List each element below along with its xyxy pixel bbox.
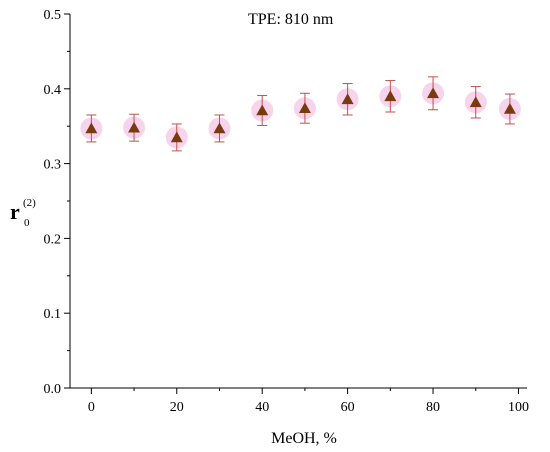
y-tick-label: 0.4 — [44, 83, 62, 98]
y-tick-label: 0.0 — [44, 382, 62, 397]
y-tick-label: 0.3 — [44, 158, 62, 173]
x-tick-label: 100 — [508, 400, 529, 415]
data-point — [80, 114, 103, 143]
data-point — [165, 123, 188, 152]
ticks: 0 20 40 60 80 100 0.0 0.1 0.2 0.3 0.4 0.5 — [44, 8, 529, 415]
y-axis-label-superscript: (2) — [23, 197, 36, 209]
data-point — [293, 92, 316, 124]
triangle-marker — [85, 122, 98, 134]
y-tick-label: 0.5 — [44, 8, 62, 23]
x-tick-label: 40 — [255, 400, 269, 415]
y-axis-label: r 0 (2) — [10, 197, 36, 229]
x-tick-label: 80 — [426, 400, 440, 415]
data-point — [336, 83, 359, 116]
data-point — [208, 114, 231, 143]
x-axis-label: MeOH, % — [271, 430, 337, 447]
triangle-marker — [341, 93, 354, 105]
data-point — [379, 80, 402, 113]
triangle-marker — [384, 90, 397, 102]
x-tick-label: 60 — [341, 400, 355, 415]
x-tick-label: 0 — [88, 400, 95, 415]
y-tick-label: 0.2 — [44, 232, 62, 247]
axes — [69, 14, 527, 389]
triangle-marker — [256, 104, 269, 116]
data-point — [498, 93, 521, 125]
y-tick-label: 0.1 — [44, 307, 62, 322]
y-axis-label-subscript: 0 — [24, 217, 30, 229]
triangle-marker — [503, 102, 516, 114]
data-point — [251, 95, 274, 126]
data-points — [80, 76, 521, 152]
triangle-marker — [298, 102, 311, 114]
triangle-marker — [128, 121, 141, 133]
triangle-marker — [213, 122, 226, 134]
triangle-marker — [170, 131, 183, 143]
triangle-marker — [427, 87, 440, 99]
triangle-marker — [469, 96, 482, 108]
x-tick-label: 20 — [170, 400, 184, 415]
data-point — [123, 113, 146, 142]
y-axis-label-main: r — [10, 199, 20, 224]
data-point — [422, 76, 445, 111]
chart-annotation: TPE: 810 nm — [248, 11, 334, 28]
data-point — [464, 86, 487, 119]
